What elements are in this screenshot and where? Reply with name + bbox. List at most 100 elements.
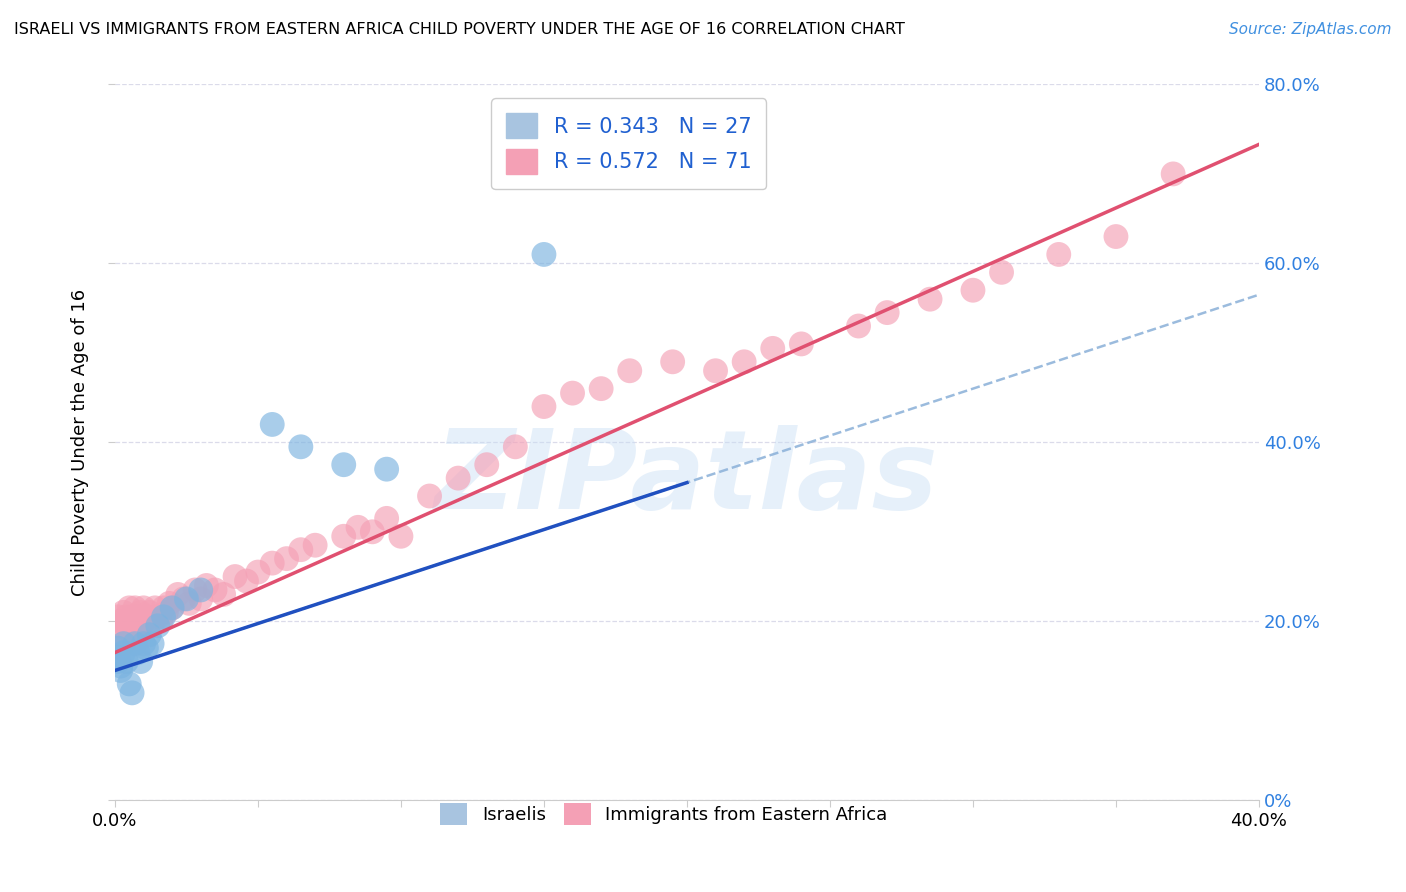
Point [375,462,398,476]
Point [110,659,132,673]
Point [141,637,163,651]
Point [204,582,226,597]
Point [112,646,135,660]
Point [110,614,132,628]
Point [155,605,177,619]
Point [561,386,583,401]
Point [118,624,141,638]
Point [184,582,207,597]
Point [157,596,180,610]
Point [332,529,354,543]
Point [918,292,941,306]
Text: ZIPatlas: ZIPatlas [434,425,939,532]
Point [619,364,641,378]
Point [533,247,555,261]
Point [389,529,412,543]
Point [152,600,174,615]
Point [107,619,129,633]
Point [733,355,755,369]
Point [118,677,141,691]
Point [447,471,470,485]
Point [138,605,160,619]
Point [990,265,1012,279]
Point [129,655,152,669]
Point [132,637,155,651]
Point [262,417,284,432]
Point [475,458,498,472]
Point [115,655,138,669]
Point [152,609,174,624]
Point [224,569,246,583]
Point [235,574,257,588]
Point [112,637,135,651]
Point [332,458,354,472]
Point [124,624,146,638]
Point [876,305,898,319]
Point [135,609,157,624]
Point [129,624,152,638]
Point [132,600,155,615]
Point [276,551,298,566]
Point [132,614,155,628]
Point [304,538,326,552]
Point [704,364,727,378]
Point [124,637,146,651]
Point [107,609,129,624]
Point [121,614,143,628]
Point [146,619,169,633]
Point [790,337,813,351]
Point [127,609,149,624]
Point [160,600,183,615]
Point [962,283,984,297]
Point [505,440,527,454]
Point [124,600,146,615]
Point [127,619,149,633]
Point [143,600,166,615]
Point [107,655,129,669]
Point [179,596,201,610]
Point [135,641,157,656]
Point [419,489,441,503]
Point [149,614,172,628]
Text: ISRAELI VS IMMIGRANTS FROM EASTERN AFRICA CHILD POVERTY UNDER THE AGE OF 16 CORR: ISRAELI VS IMMIGRANTS FROM EASTERN AFRIC… [14,22,905,37]
Y-axis label: Child Poverty Under the Age of 16: Child Poverty Under the Age of 16 [72,289,89,596]
Point [112,637,135,651]
Point [190,591,212,606]
Point [110,628,132,642]
Point [290,440,312,454]
Point [110,664,132,678]
Point [591,382,613,396]
Point [176,591,198,606]
Point [166,587,188,601]
Point [375,511,398,525]
Point [107,641,129,656]
Point [118,600,141,615]
Point [1047,247,1070,261]
Point [141,619,163,633]
Point [121,609,143,624]
Point [848,318,870,333]
Point [533,400,555,414]
Point [262,556,284,570]
Point [347,520,370,534]
Point [290,542,312,557]
Point [112,605,135,619]
Point [195,578,218,592]
Point [129,605,152,619]
Point [173,591,195,606]
Point [1161,167,1184,181]
Point [190,582,212,597]
Point [361,524,384,539]
Point [762,342,785,356]
Point [127,646,149,660]
Point [138,628,160,642]
Point [160,600,183,615]
Point [1105,229,1128,244]
Point [115,619,138,633]
Point [115,609,138,624]
Text: Source: ZipAtlas.com: Source: ZipAtlas.com [1229,22,1392,37]
Legend: Israelis, Immigrants from Eastern Africa: Israelis, Immigrants from Eastern Africa [432,794,897,834]
Point [121,686,143,700]
Point [212,587,235,601]
Point [661,355,683,369]
